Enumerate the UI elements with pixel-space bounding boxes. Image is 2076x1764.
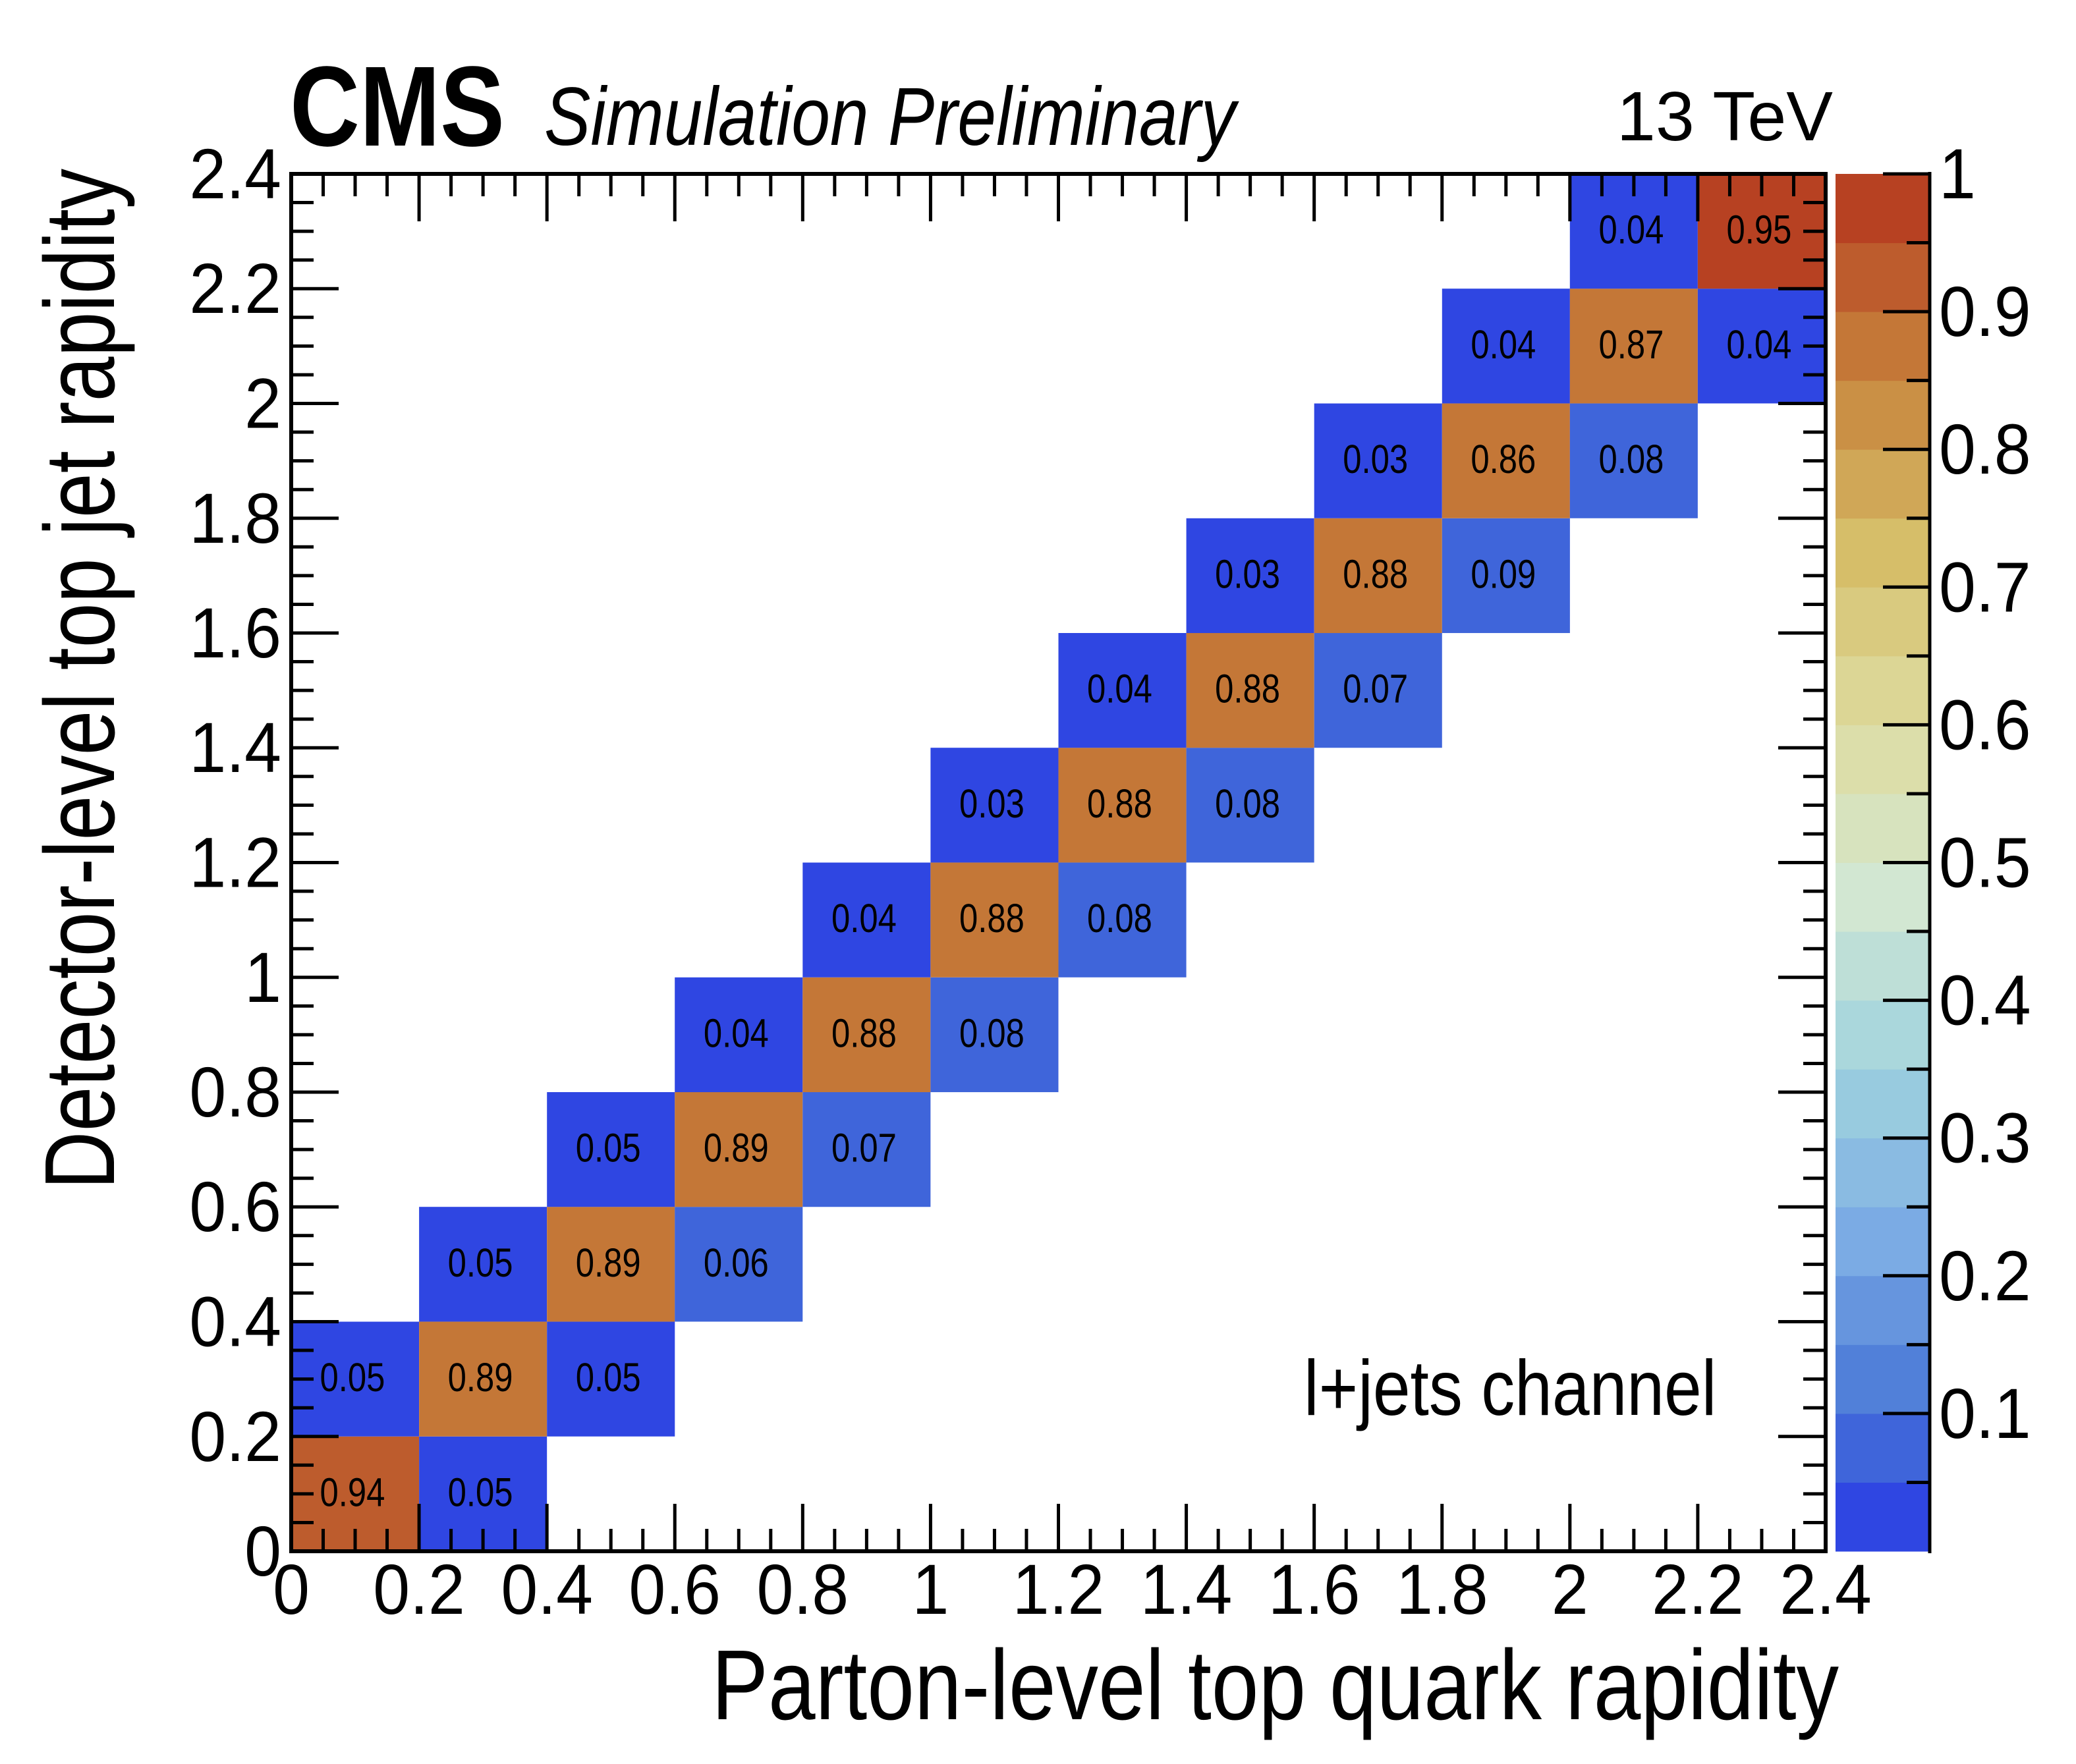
svg-text:0.04: 0.04 <box>1471 321 1536 366</box>
svg-text:0.05: 0.05 <box>448 1240 513 1284</box>
svg-text:0.88: 0.88 <box>959 896 1024 941</box>
svg-text:CMS: CMS <box>290 43 505 170</box>
svg-text:0.04: 0.04 <box>1727 321 1792 366</box>
svg-text:1.2: 1.2 <box>189 823 281 902</box>
svg-text:0.89: 0.89 <box>704 1125 769 1170</box>
svg-text:0: 0 <box>273 1551 310 1630</box>
svg-text:0.05: 0.05 <box>576 1125 641 1170</box>
svg-text:0.04: 0.04 <box>1598 207 1664 252</box>
svg-text:1.8: 1.8 <box>1396 1551 1488 1630</box>
svg-text:1.6: 1.6 <box>189 594 281 673</box>
svg-text:0.88: 0.88 <box>1215 666 1280 711</box>
svg-text:1.8: 1.8 <box>189 479 281 558</box>
svg-text:1: 1 <box>244 938 281 1017</box>
svg-text:0.87: 0.87 <box>1598 321 1664 366</box>
svg-text:1.2: 1.2 <box>1013 1551 1105 1630</box>
svg-text:0.08: 0.08 <box>1598 437 1664 482</box>
svg-text:0.89: 0.89 <box>576 1240 641 1284</box>
svg-text:0: 0 <box>244 1512 281 1591</box>
svg-text:0.89: 0.89 <box>448 1355 513 1400</box>
svg-text:l+jets channel: l+jets channel <box>1304 1345 1716 1432</box>
svg-text:0.94: 0.94 <box>320 1470 385 1514</box>
svg-text:0.88: 0.88 <box>1343 551 1408 596</box>
svg-text:0.4: 0.4 <box>501 1551 593 1630</box>
svg-text:2.4: 2.4 <box>189 135 281 214</box>
svg-text:0.05: 0.05 <box>448 1470 513 1514</box>
svg-text:0.05: 0.05 <box>320 1355 385 1400</box>
svg-text:0.08: 0.08 <box>1215 781 1280 825</box>
svg-text:1.4: 1.4 <box>189 709 281 788</box>
svg-text:0.2: 0.2 <box>1939 1236 2031 1315</box>
svg-text:0.8: 0.8 <box>1939 410 2031 489</box>
svg-text:0.03: 0.03 <box>1215 551 1280 596</box>
svg-text:0.95: 0.95 <box>1727 207 1792 252</box>
svg-text:0.6: 0.6 <box>629 1551 721 1630</box>
svg-text:Detector-level top jet rapidit: Detector-level top jet rapidity <box>25 169 136 1190</box>
svg-text:0.86: 0.86 <box>1471 437 1536 482</box>
svg-text:0.2: 0.2 <box>373 1551 465 1630</box>
svg-text:0.4: 0.4 <box>189 1282 281 1362</box>
svg-text:0.07: 0.07 <box>831 1125 897 1170</box>
svg-text:Simulation Preliminary: Simulation Preliminary <box>544 70 1239 163</box>
svg-text:0.09: 0.09 <box>1471 551 1536 596</box>
svg-text:2: 2 <box>244 364 281 443</box>
svg-text:2.2: 2.2 <box>189 250 281 329</box>
svg-text:0.3: 0.3 <box>1939 1099 2031 1178</box>
svg-text:0.04: 0.04 <box>704 1010 769 1055</box>
svg-text:0.6: 0.6 <box>1939 686 2031 765</box>
svg-text:0.03: 0.03 <box>1343 437 1408 482</box>
svg-text:1.4: 1.4 <box>1140 1551 1233 1630</box>
svg-text:0.88: 0.88 <box>831 1010 897 1055</box>
svg-text:0.08: 0.08 <box>1087 896 1152 941</box>
svg-text:0.88: 0.88 <box>1087 781 1152 825</box>
svg-text:0.6: 0.6 <box>189 1168 281 1247</box>
svg-text:0.4: 0.4 <box>1939 961 2031 1040</box>
svg-text:0.1: 0.1 <box>1939 1375 2031 1454</box>
svg-text:0.07: 0.07 <box>1343 666 1408 711</box>
svg-text:0.8: 0.8 <box>189 1053 281 1132</box>
svg-text:0.2: 0.2 <box>189 1397 281 1476</box>
svg-text:2.4: 2.4 <box>1780 1551 1872 1630</box>
svg-text:13 TeV: 13 TeV <box>1617 78 1833 155</box>
svg-text:1: 1 <box>1939 135 1976 214</box>
svg-text:0.03: 0.03 <box>959 781 1024 825</box>
svg-text:0.7: 0.7 <box>1939 548 2031 627</box>
svg-text:0.06: 0.06 <box>704 1240 769 1284</box>
svg-text:1.6: 1.6 <box>1268 1551 1361 1630</box>
svg-text:0.8: 0.8 <box>756 1551 849 1630</box>
svg-text:2.2: 2.2 <box>1652 1551 1744 1630</box>
svg-text:0.5: 0.5 <box>1939 823 2031 902</box>
svg-text:0.04: 0.04 <box>1087 666 1152 711</box>
svg-text:2: 2 <box>1552 1551 1588 1630</box>
svg-text:0.05: 0.05 <box>576 1355 641 1400</box>
svg-text:1: 1 <box>912 1551 949 1630</box>
svg-text:Parton-level top quark rapidit: Parton-level top quark rapidity <box>712 1629 1839 1740</box>
svg-text:0.04: 0.04 <box>831 896 897 941</box>
svg-text:0.9: 0.9 <box>1939 273 2031 352</box>
svg-text:0.08: 0.08 <box>959 1010 1024 1055</box>
